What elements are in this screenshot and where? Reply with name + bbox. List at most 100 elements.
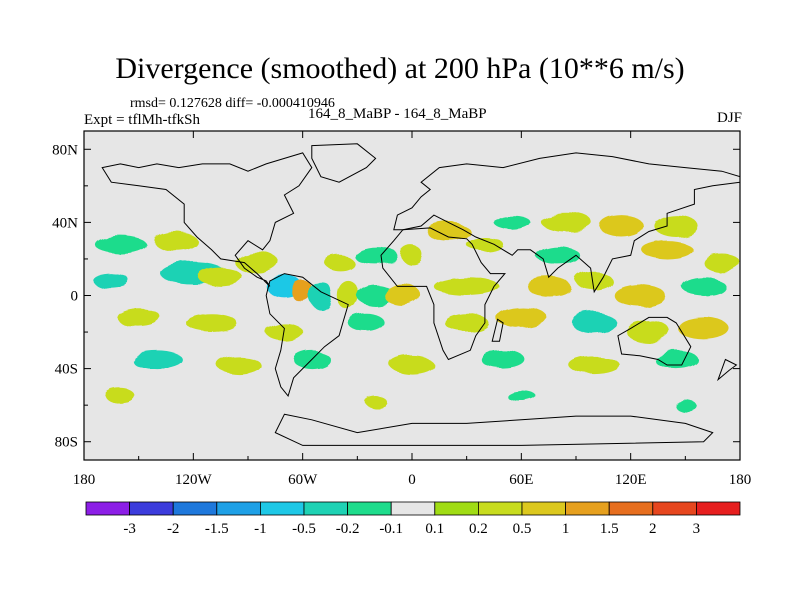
stats-label: rmsd= 0.127628 diff= -0.000410946 [130,96,335,111]
colorbar-box-3 [216,501,261,516]
colorbar-box-2 [172,501,218,516]
coastline-new-zealand [716,358,738,382]
colorbar-box-7 [390,501,436,516]
colorbar-label-2: -1.5 [205,521,229,537]
colorbar-box-0 [85,501,130,516]
field-feature-13 [324,255,354,270]
colorbar-box-13 [652,501,697,516]
y-axis: 80N 40N 0 40S 80S [52,142,740,451]
coastline-madagascar [491,318,504,342]
field-feature-45 [105,388,136,404]
colorbar-label-9: 0.5 [513,521,532,537]
field-feature-33 [444,313,489,333]
field-feature-48 [674,399,697,411]
field-feature-10 [357,284,394,307]
field-feature-43 [568,355,620,375]
colorbar-label-8: 0.2 [469,521,488,537]
field-feature-23 [703,253,740,272]
x-axis: 180 120W 60W 0 60E 120E 180 [73,131,752,488]
experiment-label: Expt = tflMh-tfkSh [84,112,200,128]
colorbar-label-6: -0.1 [379,521,403,537]
field-layer [93,213,740,411]
field-feature-8 [309,280,332,311]
field-feature-31 [266,322,303,342]
colorbar-box-10 [521,501,566,516]
colorbar-label-11: 1.5 [600,521,619,537]
x-tick-label-1: 120W [175,472,213,488]
colorbar-box-6 [347,501,392,516]
coastline-north-america [101,152,313,287]
y-tick-label-4: 80S [55,435,78,451]
colorbar: -3 -2 -1.5 -1 -0.5 -0.2 -0.1 0.1 0.2 0.5 1 1.5 2 3 [85,501,741,537]
coastline-africa [380,227,506,361]
colorbar-label-0: -3 [123,521,136,537]
colorbar-label-3: -1 [254,521,267,537]
colorbar-label-4: -0.5 [292,521,316,537]
colorbar-box-14 [696,501,741,516]
field-feature-0 [94,235,146,254]
field-feature-15 [426,222,471,241]
coastline-australia [617,316,692,366]
colorbar-label-10: 1 [562,521,570,537]
colorbar-label-5: -0.2 [336,521,360,537]
field-feature-36 [627,321,671,344]
colorbar-box-8 [434,501,479,516]
y-tick-label-2: 0 [71,289,79,305]
field-feature-32 [348,313,385,333]
field-feature-30 [186,313,238,333]
y-tick-label-0: 80N [52,142,78,158]
field-feature-22 [641,240,693,259]
x-tick-label-6: 180 [729,472,752,488]
case-label: 164_8_MaBP - 164_8_MaBP [308,106,487,122]
x-tick-label-4: 60E [509,472,533,488]
field-feature-39 [217,355,261,375]
x-tick-label-5: 120E [615,472,647,488]
field-feature-37 [678,317,730,340]
y-tick-label-3: 40S [55,362,78,378]
field-feature-46 [364,396,387,407]
field-feature-18 [599,215,644,238]
colorbar-box-9 [477,501,523,516]
colorbar-label-7: 0.1 [425,521,444,537]
colorbar-label-12: 2 [649,521,657,537]
field-feature-7 [291,280,314,303]
field-feature-4 [235,251,279,274]
colorbar-label-13: 3 [693,521,701,537]
field-feature-25 [526,277,571,296]
colorbar-box-1 [129,501,174,516]
chart-title: Divergence (smoothed) at 200 hPa (10**6 … [115,52,685,85]
coastline-eurasia [393,152,740,294]
colorbar-box-4 [259,501,305,516]
field-feature-28 [681,277,726,296]
x-tick-label-3: 0 [408,472,416,488]
field-feature-38 [131,350,183,369]
field-feature-17 [541,213,593,232]
field-feature-27 [614,284,666,307]
season-label: DJF [716,110,742,126]
field-feature-5 [198,268,243,287]
field-feature-24 [433,277,500,296]
field-feature-47 [506,390,536,402]
y-tick-label-1: 40N [52,215,78,231]
field-feature-21 [535,246,580,265]
field-feature-34 [495,306,547,329]
field-feature-44 [654,350,699,369]
field-feature-42 [481,350,525,369]
field-feature-9 [337,280,360,311]
field-feature-2 [93,273,130,289]
x-tick-label-2: 60W [288,472,318,488]
field-feature-14 [353,246,398,265]
field-feature-20 [466,237,504,252]
colorbar-box-12 [608,501,654,516]
colorbar-box-5 [303,501,348,516]
field-feature-41 [390,355,434,375]
field-feature-29 [116,308,161,327]
field-feature-26 [576,271,613,291]
field-feature-1 [153,231,197,250]
coastline-antarctica [274,413,714,446]
colorbar-box-11 [565,501,610,516]
field-feature-35 [572,311,617,334]
field-feature-11 [384,284,422,307]
coastline-greenland [311,143,377,183]
